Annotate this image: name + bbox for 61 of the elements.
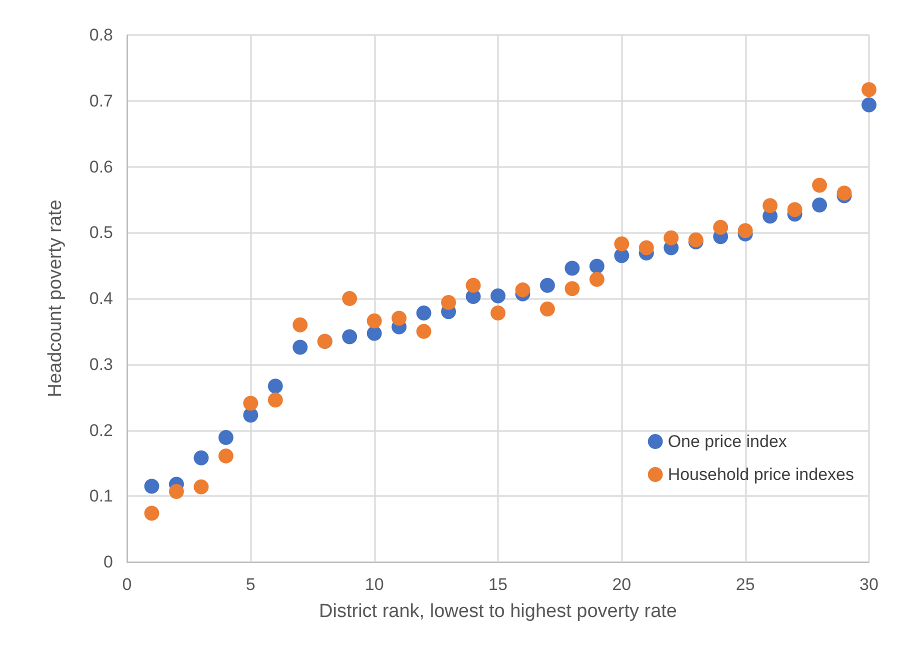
y-tick-label: 0 [104,552,113,572]
point [218,448,234,464]
point [638,240,654,256]
point [862,82,876,98]
point [564,281,580,296]
point [366,326,382,341]
point [812,178,828,193]
point [862,97,876,112]
point [144,506,160,521]
point [292,317,308,332]
point [466,278,481,293]
point [392,310,407,326]
x-tick-label: 30 [860,575,878,594]
point [218,430,234,445]
y-tick-label: 0.3 [89,354,113,374]
point [589,272,604,287]
point [713,220,728,235]
legend-label: One price index [668,432,788,451]
point [416,324,432,339]
y-tick-label: 0.8 [89,26,113,44]
point [366,313,382,328]
point [268,378,283,394]
x-tick-label: 20 [612,575,632,594]
point [589,258,604,274]
point [416,305,432,320]
point [168,484,184,500]
x-tick-label: 5 [246,575,256,594]
point [194,450,209,466]
x-axis-title: District rank, lowest to highest poverty rate [319,601,677,622]
point [342,291,358,306]
point [762,198,778,214]
x-tick-label: 25 [736,575,755,594]
point [194,479,209,494]
point [738,223,753,238]
point [144,478,160,494]
point [787,202,802,218]
point [540,302,555,317]
point [540,278,555,293]
point [268,392,283,408]
x-tick-label: 0 [122,575,132,594]
y-tick-label: 0.7 [89,91,113,110]
y-tick-label: 0.4 [89,289,113,308]
y-axis-title: Headcount poverty rate [45,200,66,398]
point [614,236,630,252]
x-tick-label: 10 [364,575,384,594]
point [342,329,358,344]
point [664,230,679,246]
legend-label: Household price indexes [668,465,854,484]
point [441,294,456,310]
y-tick-label: 0.1 [89,486,113,506]
y-tick-label: 0.5 [89,223,113,242]
point [292,340,308,355]
y-tick-label: 0.2 [89,420,113,440]
point [490,288,506,304]
x-tick-label: 15 [488,575,508,594]
point [812,197,828,212]
point [515,282,530,298]
point [243,396,258,411]
point [564,260,580,276]
point [490,305,506,320]
y-tick-label: 0.6 [89,157,113,176]
